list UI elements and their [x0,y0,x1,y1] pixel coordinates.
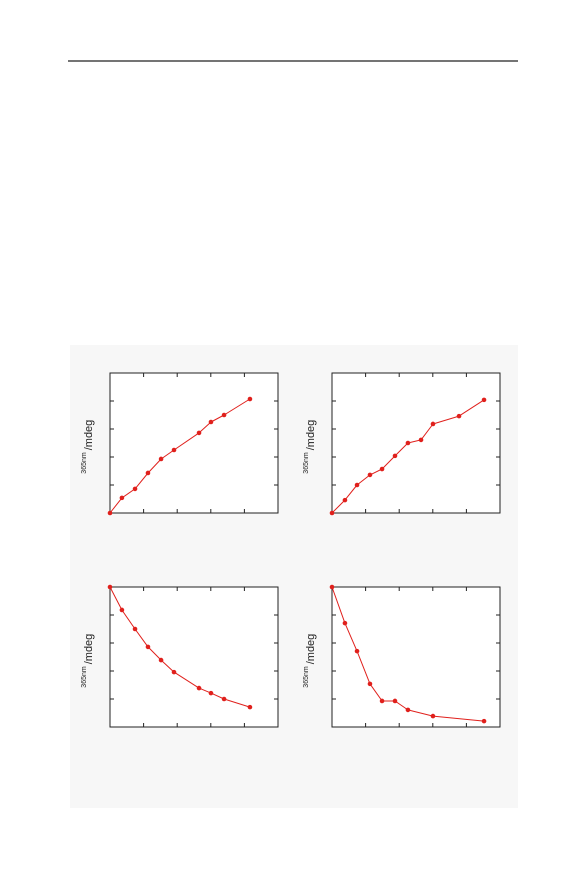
data-point [145,644,151,650]
y-axis-label-subscript: 365nm [81,452,88,474]
data-point [354,648,360,654]
data-point [107,510,113,516]
data-point [481,718,487,724]
data-point [158,657,164,663]
data-point [342,620,348,626]
plot-frame [109,372,279,514]
data-point [132,626,138,632]
data-point [196,430,202,436]
data-point [171,447,177,453]
plot-frame [109,586,279,728]
y-axis-label: /mdeg [83,634,95,665]
data-point [221,696,227,702]
data-point [367,472,373,478]
data-point [430,713,436,719]
data-point [379,698,385,704]
data-point [208,690,214,696]
plot-frame [331,372,501,514]
data-point [145,470,151,476]
data-point [379,466,385,472]
data-point [221,412,227,418]
data-point [367,681,373,687]
fit-line [109,398,251,514]
plot-frame [331,586,501,728]
data-point [392,698,398,704]
data-point [329,584,335,590]
data-point [247,704,253,710]
y-axis-label: /mdeg [83,420,95,451]
fit-line [109,586,251,708]
data-point [119,607,125,613]
data-point [119,495,125,501]
y-axis-label-subscript: 365nm [303,666,310,688]
y-axis-label-subscript: 365nm [303,452,310,474]
data-point [132,486,138,492]
y-axis-label-subscript: 365nm [81,666,88,688]
data-point [418,437,424,443]
data-point [354,482,360,488]
y-axis-label: /mdeg [305,634,317,665]
data-point [171,669,177,675]
data-point [405,440,411,446]
data-point [107,584,113,590]
data-point [481,397,487,403]
data-point [247,396,253,402]
data-point [329,510,335,516]
data-point [196,685,202,691]
data-point [456,413,462,419]
data-point [405,707,411,713]
data-point [342,497,348,503]
data-point [158,456,164,462]
y-axis-label: /mdeg [305,420,317,451]
data-point [430,421,436,427]
data-point [208,419,214,425]
data-point [392,453,398,459]
